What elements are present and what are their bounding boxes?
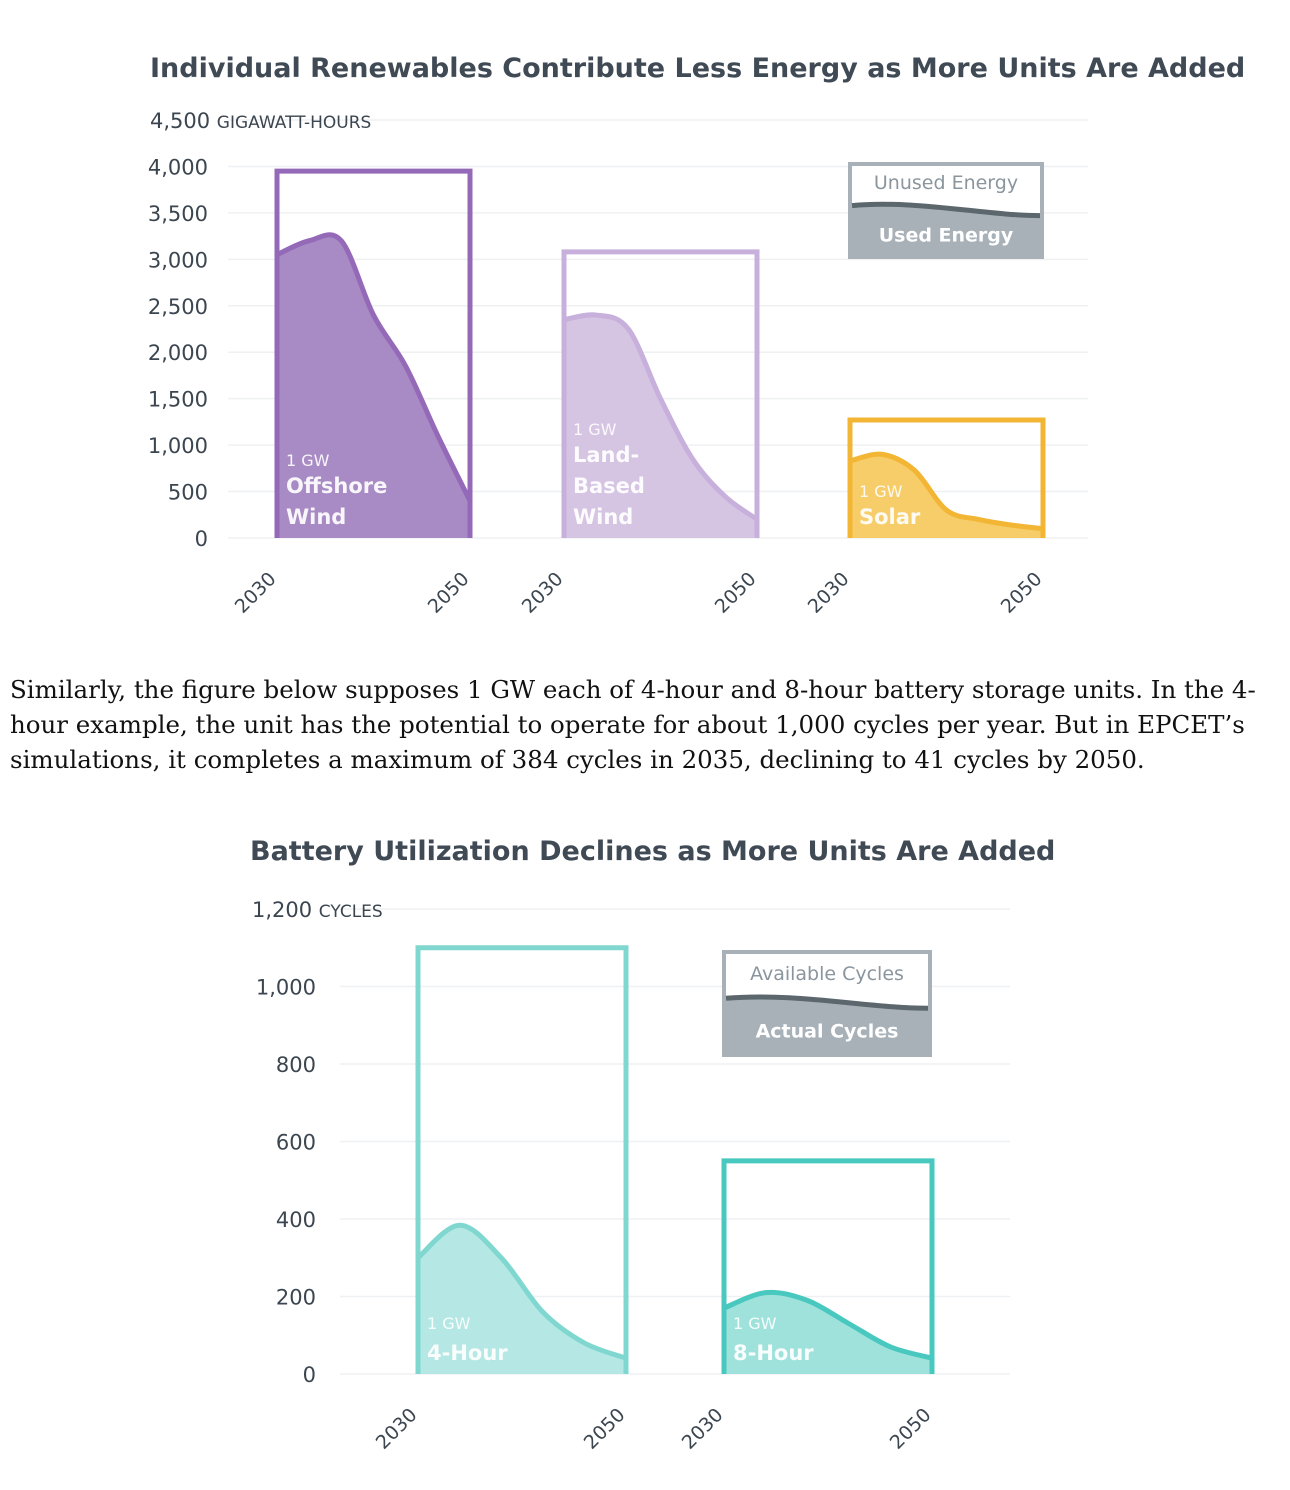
series-capacity-label: 1 GW (859, 482, 903, 501)
x-tick-label: 2050 (886, 1404, 936, 1454)
y-tick-label: 800 (276, 1053, 316, 1077)
y-tick-label: 3,500 (148, 202, 208, 226)
y-tick-label: 500 (168, 481, 208, 505)
legend-unused-swatch (726, 954, 928, 1009)
series-panel-2: 1 GW Solar 2030 2050 (804, 417, 1047, 618)
used-line (274, 232, 473, 504)
x-tick-label: 2050 (424, 568, 474, 618)
used-line (561, 312, 760, 522)
legend-divider-line (725, 994, 929, 1011)
series-panel-0: 1 GW Offshore Wind 2030 2050 (231, 168, 474, 618)
series-panel-1: 1 GW 8-Hour 2030 2050 (678, 1158, 936, 1454)
series-name-label: Offshore (286, 474, 387, 498)
series-name-label: Land- (573, 443, 639, 467)
y-tick-label: 200 (276, 1286, 316, 1310)
y-tick-label: 0 (303, 1363, 316, 1387)
y-tick-label: 400 (276, 1208, 316, 1232)
x-tick-label: 2030 (518, 568, 568, 618)
used-area (277, 234, 470, 538)
used-line (415, 1222, 629, 1361)
x-tick-label: 2030 (678, 1404, 728, 1454)
y-tick-label: 1,500 (148, 388, 208, 412)
capacity-box (415, 945, 629, 1374)
renewables-energy-chart: Individual Renewables Contribute Less En… (148, 53, 1245, 618)
y-tick-label: 3,000 (148, 248, 208, 272)
y-tick-label: 0 (195, 527, 208, 551)
series-name-label: Based (573, 474, 645, 498)
x-tick-label: 2030 (372, 1404, 422, 1454)
series-capacity-label: 1 GW (427, 1314, 471, 1333)
series-name-label: Wind (573, 505, 633, 529)
x-tick-label: 2030 (804, 568, 854, 618)
y-tick-label: 1,000 (148, 434, 208, 458)
battery-utilization-chart: Battery Utilization Declines as More Uni… (250, 836, 1055, 1454)
legend-top-label: Unused Energy (874, 172, 1018, 194)
y-tick-label: 4,000 (148, 155, 208, 179)
series-panel-1: 1 GW Land- Based Wind 2030 2050 (518, 249, 761, 618)
series-panel-0: 1 GW 4-Hour 2030 2050 (372, 945, 630, 1454)
series-name-label: 4-Hour (427, 1341, 508, 1365)
legend-bottom-label: Used Energy (879, 225, 1014, 247)
series-name-label: Wind (286, 505, 346, 529)
y-tick-label: 2,500 (148, 295, 208, 319)
chart-title: Individual Renewables Contribute Less En… (150, 53, 1245, 84)
capacity-box (721, 1158, 935, 1374)
capacity-box (274, 168, 473, 538)
body-paragraph: Similarly, the figure below supposes 1 G… (10, 675, 1256, 774)
chart-title: Battery Utilization Declines as More Uni… (250, 836, 1055, 867)
series-name-label: 8-Hour (733, 1341, 814, 1365)
x-tick-label: 2050 (711, 568, 761, 618)
y-axis-top-label: 1,200 CYCLES (252, 898, 383, 922)
used-line (721, 1289, 935, 1361)
used-area (724, 1292, 932, 1374)
x-tick-label: 2050 (580, 1404, 630, 1454)
series-capacity-label: 1 GW (733, 1314, 777, 1333)
legend-bottom-label: Actual Cycles (756, 1021, 899, 1043)
capacity-box (847, 417, 1046, 538)
series-capacity-label: 1 GW (286, 451, 330, 470)
used-area (418, 1225, 626, 1374)
series-name-label: Solar (859, 505, 921, 529)
x-tick-label: 2030 (231, 568, 281, 618)
legend: Unused Energy Used Energy (848, 162, 1044, 259)
x-tick-label: 2050 (997, 568, 1047, 618)
y-tick-label: 2,000 (148, 341, 208, 365)
series-capacity-label: 1 GW (573, 420, 617, 439)
legend-divider-line (851, 201, 1041, 219)
capacity-box (561, 249, 760, 538)
used-area (850, 454, 1043, 538)
y-axis-top-label: 4,500 GIGAWATT-HOURS (150, 109, 371, 133)
used-line (847, 451, 1046, 532)
legend-top-label: Available Cycles (750, 963, 904, 985)
y-tick-label: 600 (276, 1131, 316, 1155)
legend: Available Cycles Actual Cycles (722, 950, 932, 1057)
y-tick-label: 1,000 (256, 976, 316, 1000)
